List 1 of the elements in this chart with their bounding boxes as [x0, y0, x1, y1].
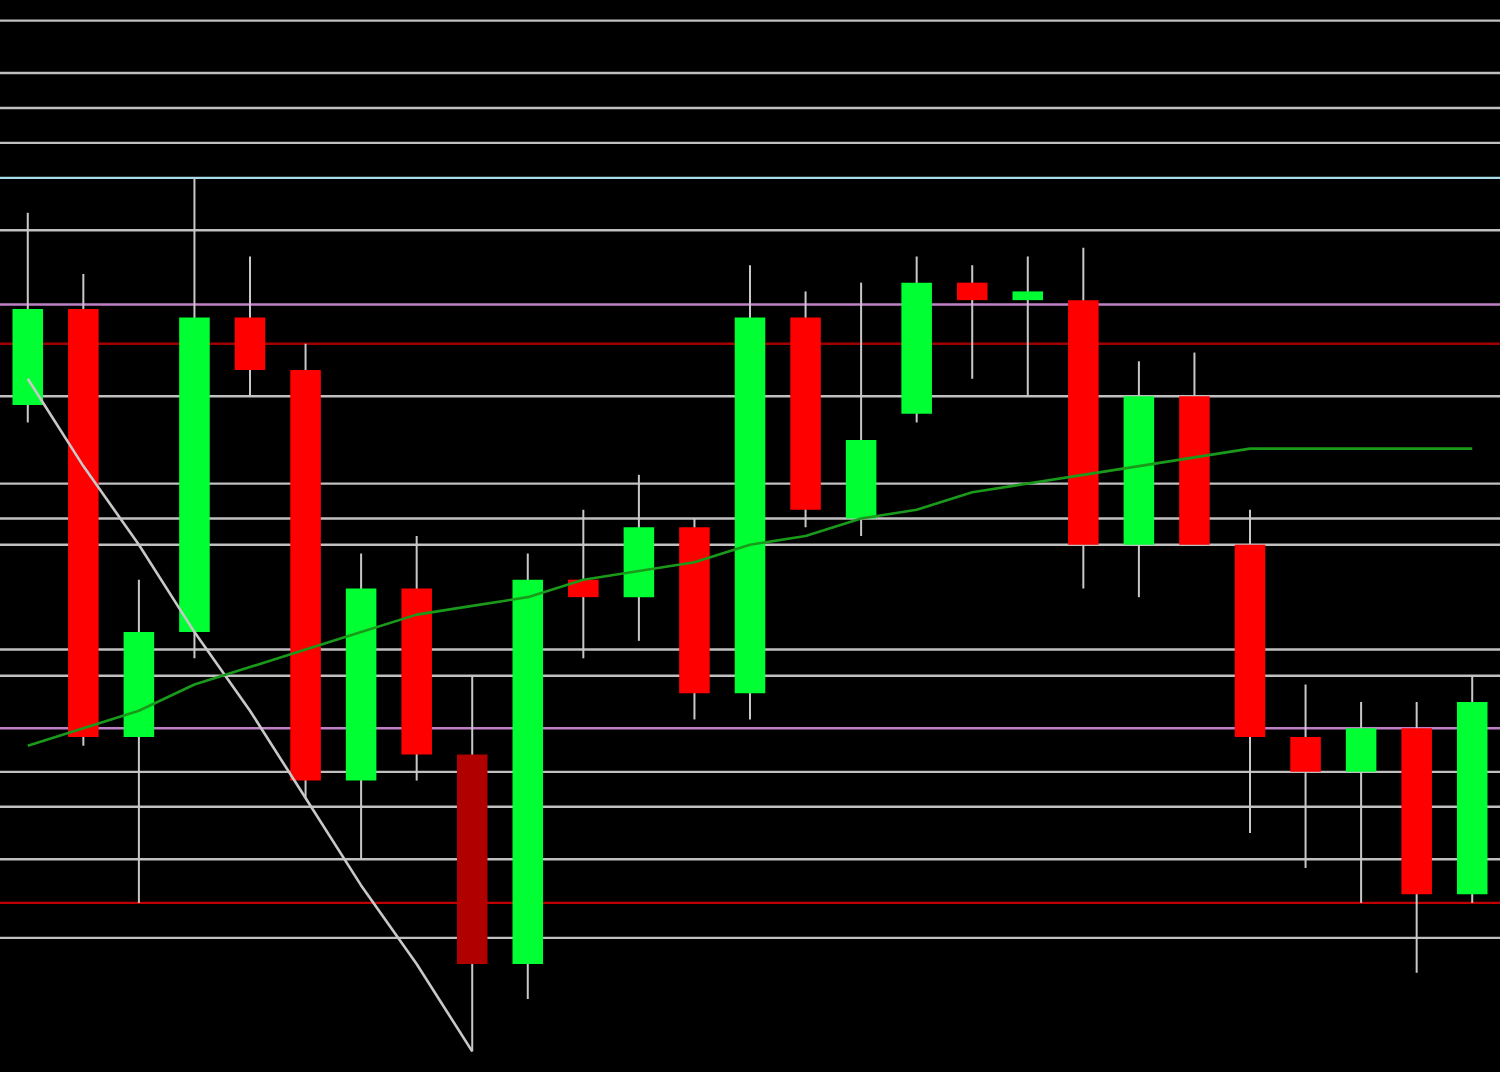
- candlestick: [956, 264, 988, 380]
